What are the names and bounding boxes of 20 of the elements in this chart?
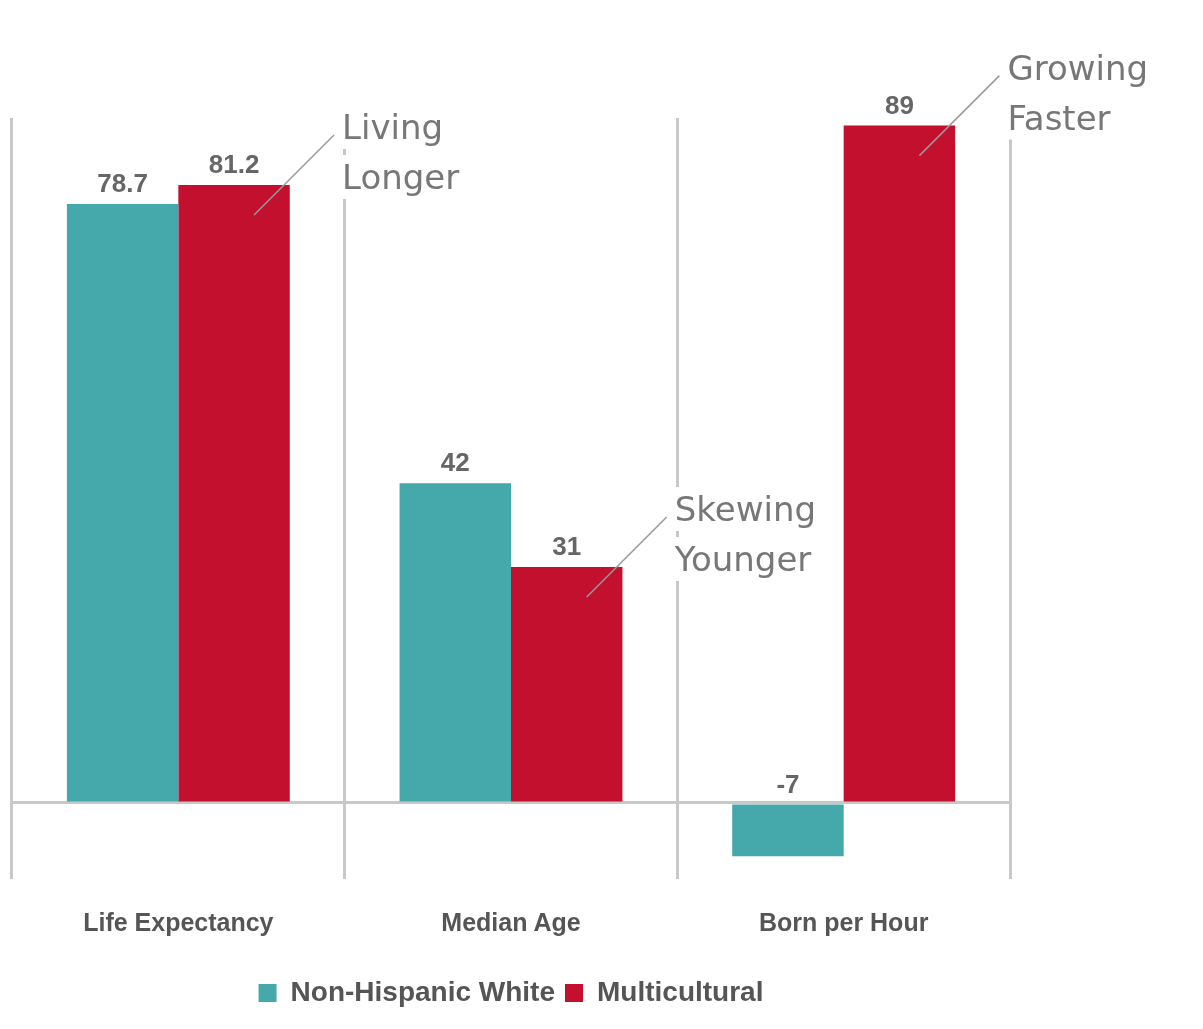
data-label: 89 [884, 89, 914, 120]
x-tick-label: Life Expectancy [83, 907, 274, 936]
data-label: 42 [440, 447, 470, 478]
annotation: Living Longer [342, 106, 460, 197]
bar [511, 566, 623, 802]
bar [66, 203, 179, 802]
x-tick-label: Born per Hour [758, 907, 929, 936]
data-label: 78.7 [97, 168, 148, 199]
x-tick-label: Median Age [441, 907, 581, 936]
legend-label: Non-Hispanic White [290, 975, 556, 1007]
annotation: Growing Faster [1007, 47, 1149, 138]
annotation: Skewing Younger [673, 488, 817, 579]
bar [732, 804, 844, 857]
data-label: 81.2 [208, 149, 260, 180]
data-label: -7 [776, 768, 800, 799]
legend-label: Multicultural [597, 975, 764, 1007]
bar [399, 483, 511, 802]
bar [178, 184, 290, 802]
data-label: 31 [552, 531, 582, 562]
bar [843, 125, 956, 802]
